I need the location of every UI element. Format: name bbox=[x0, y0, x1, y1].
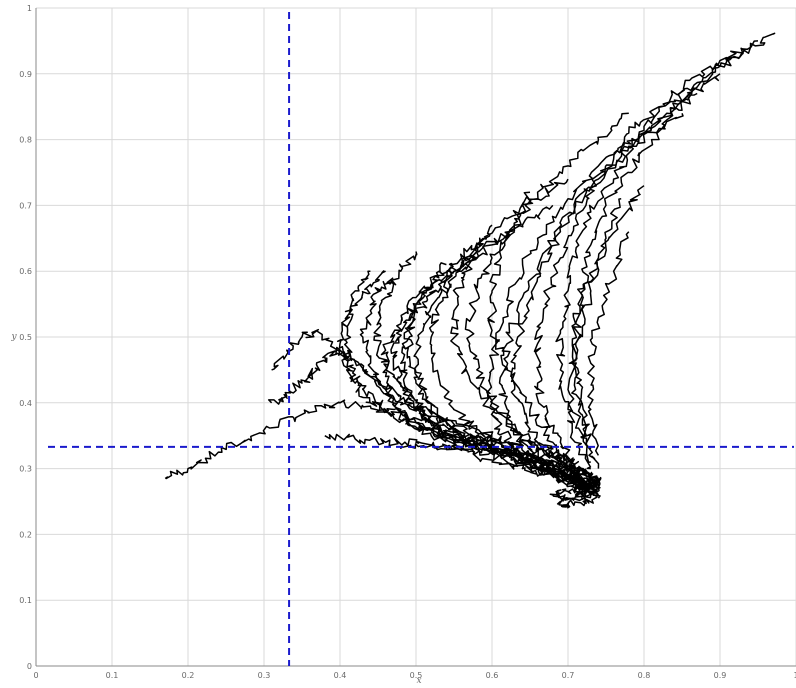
trajectory-line bbox=[587, 231, 630, 456]
y-tick-label: 0.7 bbox=[19, 201, 32, 210]
y-tick-label: 0.1 bbox=[19, 596, 32, 605]
y-tick-label: 0.6 bbox=[19, 267, 32, 276]
x-tick-label: 0.7 bbox=[562, 671, 575, 680]
x-tick-label: 0.3 bbox=[258, 671, 271, 680]
y-tick-label: 0.2 bbox=[19, 530, 32, 539]
y-tick-label: 0 bbox=[27, 662, 32, 671]
x-tick-label: 0 bbox=[33, 671, 38, 680]
y-tick-label: 1 bbox=[27, 4, 32, 13]
x-tick-label: 0.6 bbox=[486, 671, 499, 680]
x-tick-label: 0.8 bbox=[638, 671, 651, 680]
y-tick-label: 0.4 bbox=[19, 399, 32, 408]
x-tick-label: 0.2 bbox=[182, 671, 195, 680]
x-tick-labels: 0 0.1 0.2 0.3 0.4 0.5 0.6 0.7 0.8 0.9 1 bbox=[33, 671, 796, 680]
reference-lines bbox=[48, 12, 794, 666]
trajectory-line bbox=[570, 185, 645, 464]
y-tick-label: 0.3 bbox=[19, 465, 32, 474]
x-tick-label: 0.9 bbox=[714, 671, 727, 680]
trajectory-line bbox=[487, 191, 599, 491]
x-axis-label: x bbox=[416, 676, 421, 686]
y-tick-label: 0.5 bbox=[19, 333, 32, 342]
y-tick-labels: 0 0.1 0.2 0.3 0.4 0.5 0.6 0.7 0.8 0.9 1 bbox=[19, 4, 32, 671]
trajectory-line bbox=[498, 40, 759, 497]
trajectory-line bbox=[571, 113, 684, 450]
trajectory-line bbox=[533, 73, 721, 489]
x-tick-label: 0.4 bbox=[334, 671, 347, 680]
trajectory-line bbox=[390, 251, 599, 489]
trajectory-line bbox=[403, 262, 599, 496]
trajectory-line bbox=[324, 433, 602, 502]
y-axis-label: y bbox=[10, 332, 17, 342]
series-lines bbox=[164, 32, 776, 509]
trajectory-line bbox=[567, 198, 622, 469]
plot-area-frame bbox=[35, 8, 796, 667]
x-tick-label: 0.5 bbox=[410, 671, 423, 680]
trajectory-line bbox=[486, 32, 776, 496]
trajectory-line bbox=[450, 224, 592, 491]
x-tick-label: 0.1 bbox=[106, 671, 119, 680]
trajectory-line bbox=[413, 204, 584, 490]
y-tick-label: 0.9 bbox=[19, 70, 32, 79]
x-tick-label: 1 bbox=[793, 671, 796, 680]
trajectory-line bbox=[555, 92, 698, 470]
y-tick-label: 0.8 bbox=[19, 136, 32, 145]
